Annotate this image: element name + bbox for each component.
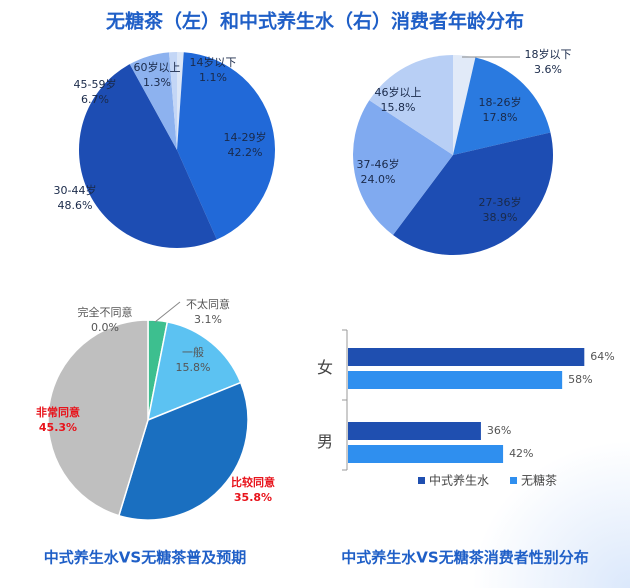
slice-label: 不太同意 xyxy=(186,297,230,311)
slice-label: 一般 xyxy=(182,346,204,359)
pie-slice xyxy=(47,319,149,517)
y-tick-label: 男 xyxy=(317,432,333,451)
pie-slice xyxy=(168,52,177,150)
page-title: 无糖茶（左）和中式养生水（右）消费者年龄分布 xyxy=(106,10,524,33)
pie-slice xyxy=(146,321,242,422)
legend-label: 中式养生水 xyxy=(429,473,489,488)
pie-slice xyxy=(393,132,553,255)
pie-slice xyxy=(129,52,177,150)
bar-value-label: 42% xyxy=(509,447,533,460)
slice-value-label: 6.7% xyxy=(81,93,109,106)
slice-value-label: 48.6% xyxy=(58,199,93,212)
slice-label: 30-44岁 xyxy=(54,183,97,197)
bar-value-label: 58% xyxy=(568,373,592,386)
bar xyxy=(348,445,504,463)
slice-label: 完全不同意 xyxy=(78,305,133,319)
pie-slice xyxy=(117,381,249,521)
slice-value-label: 3.1% xyxy=(194,313,222,326)
bar xyxy=(348,348,585,366)
slice-value-label: 38.9% xyxy=(483,211,518,224)
chart-title: 中式养生水VS无糖茶普及预期 xyxy=(44,549,246,567)
slice-label: 37-46岁 xyxy=(357,157,400,171)
slice-value-label: 24.0% xyxy=(361,173,396,186)
slice-label: 14-29岁 xyxy=(224,130,267,144)
slice-label: 60岁以上 xyxy=(134,60,181,74)
y-tick-label: 女 xyxy=(317,358,333,377)
pie-slice xyxy=(369,54,453,155)
slice-label: 27-36岁 xyxy=(479,195,522,209)
slice-label: 非常同意 xyxy=(36,405,80,419)
slice-label: 14岁以下 xyxy=(190,55,237,69)
slice-value-label: 1.1% xyxy=(199,71,227,84)
bar-value-label: 36% xyxy=(487,424,511,437)
slice-value-label: 45.3% xyxy=(39,421,77,434)
legend-label: 无糖茶 xyxy=(521,473,557,488)
bar xyxy=(348,371,563,389)
slice-label: 46岁以上 xyxy=(375,85,422,99)
pie-slice xyxy=(177,52,184,150)
legend-swatch xyxy=(418,477,425,484)
legend-swatch xyxy=(510,477,518,484)
pie-slice xyxy=(453,55,476,155)
pie-slice xyxy=(453,57,551,155)
slice-value-label: 15.8% xyxy=(381,101,416,114)
slice-value-label: 17.8% xyxy=(483,111,518,124)
slice-value-label: 1.3% xyxy=(143,76,171,89)
slice-value-label: 42.2% xyxy=(228,146,263,159)
slice-value-label: 35.8% xyxy=(234,491,272,504)
bar-value-label: 64% xyxy=(590,350,614,363)
slice-label: 18岁以下 xyxy=(525,47,572,61)
slice-label: 比较同意 xyxy=(231,475,275,489)
slice-value-label: 0.0% xyxy=(91,321,119,334)
leader-line xyxy=(154,301,181,323)
slice-label: 18-26岁 xyxy=(479,95,522,109)
pie-slice xyxy=(177,52,275,240)
pie-slice xyxy=(352,100,453,236)
slice-value-label: 15.8% xyxy=(176,361,211,374)
slice-label: 45-59岁 xyxy=(74,77,117,91)
slice-value-label: 3.6% xyxy=(534,63,562,76)
bar xyxy=(348,422,481,440)
chart-title: 中式养生水VS无糖茶消费者性别分布 xyxy=(341,549,588,567)
pie-slice xyxy=(79,64,217,248)
